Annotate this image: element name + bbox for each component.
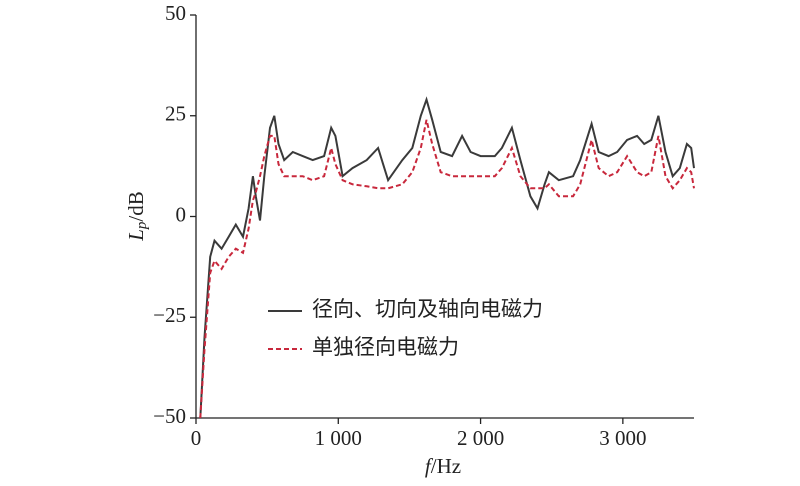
- y-axis-label: Lp/dB: [124, 191, 151, 242]
- y-label-subscript: p: [134, 221, 150, 230]
- y-tick-label: −25: [153, 303, 186, 327]
- y-label-unit: /dB: [124, 191, 148, 221]
- x-tick-label: 2 000: [457, 426, 504, 450]
- x-tick-label: 1 000: [315, 426, 362, 450]
- x-tick-label: 3 000: [599, 426, 646, 450]
- series-line: [199, 96, 695, 419]
- series-line: [199, 119, 695, 419]
- legend-label: 单独径向电磁力: [312, 335, 459, 359]
- y-tick-label: 25: [165, 102, 186, 126]
- x-axis-label: f/Hz: [425, 454, 461, 478]
- legend-label: 径向、切向及轴向电磁力: [312, 297, 543, 321]
- y-tick-label: 0: [176, 202, 187, 226]
- x-label-unit: /Hz: [431, 454, 461, 478]
- y-tick-label: 50: [165, 1, 186, 25]
- x-label-symbol: f: [425, 454, 434, 478]
- y-tick-label: −50: [153, 404, 186, 428]
- y-label-symbol: L: [124, 229, 148, 242]
- x-tick-label: 0: [191, 426, 202, 450]
